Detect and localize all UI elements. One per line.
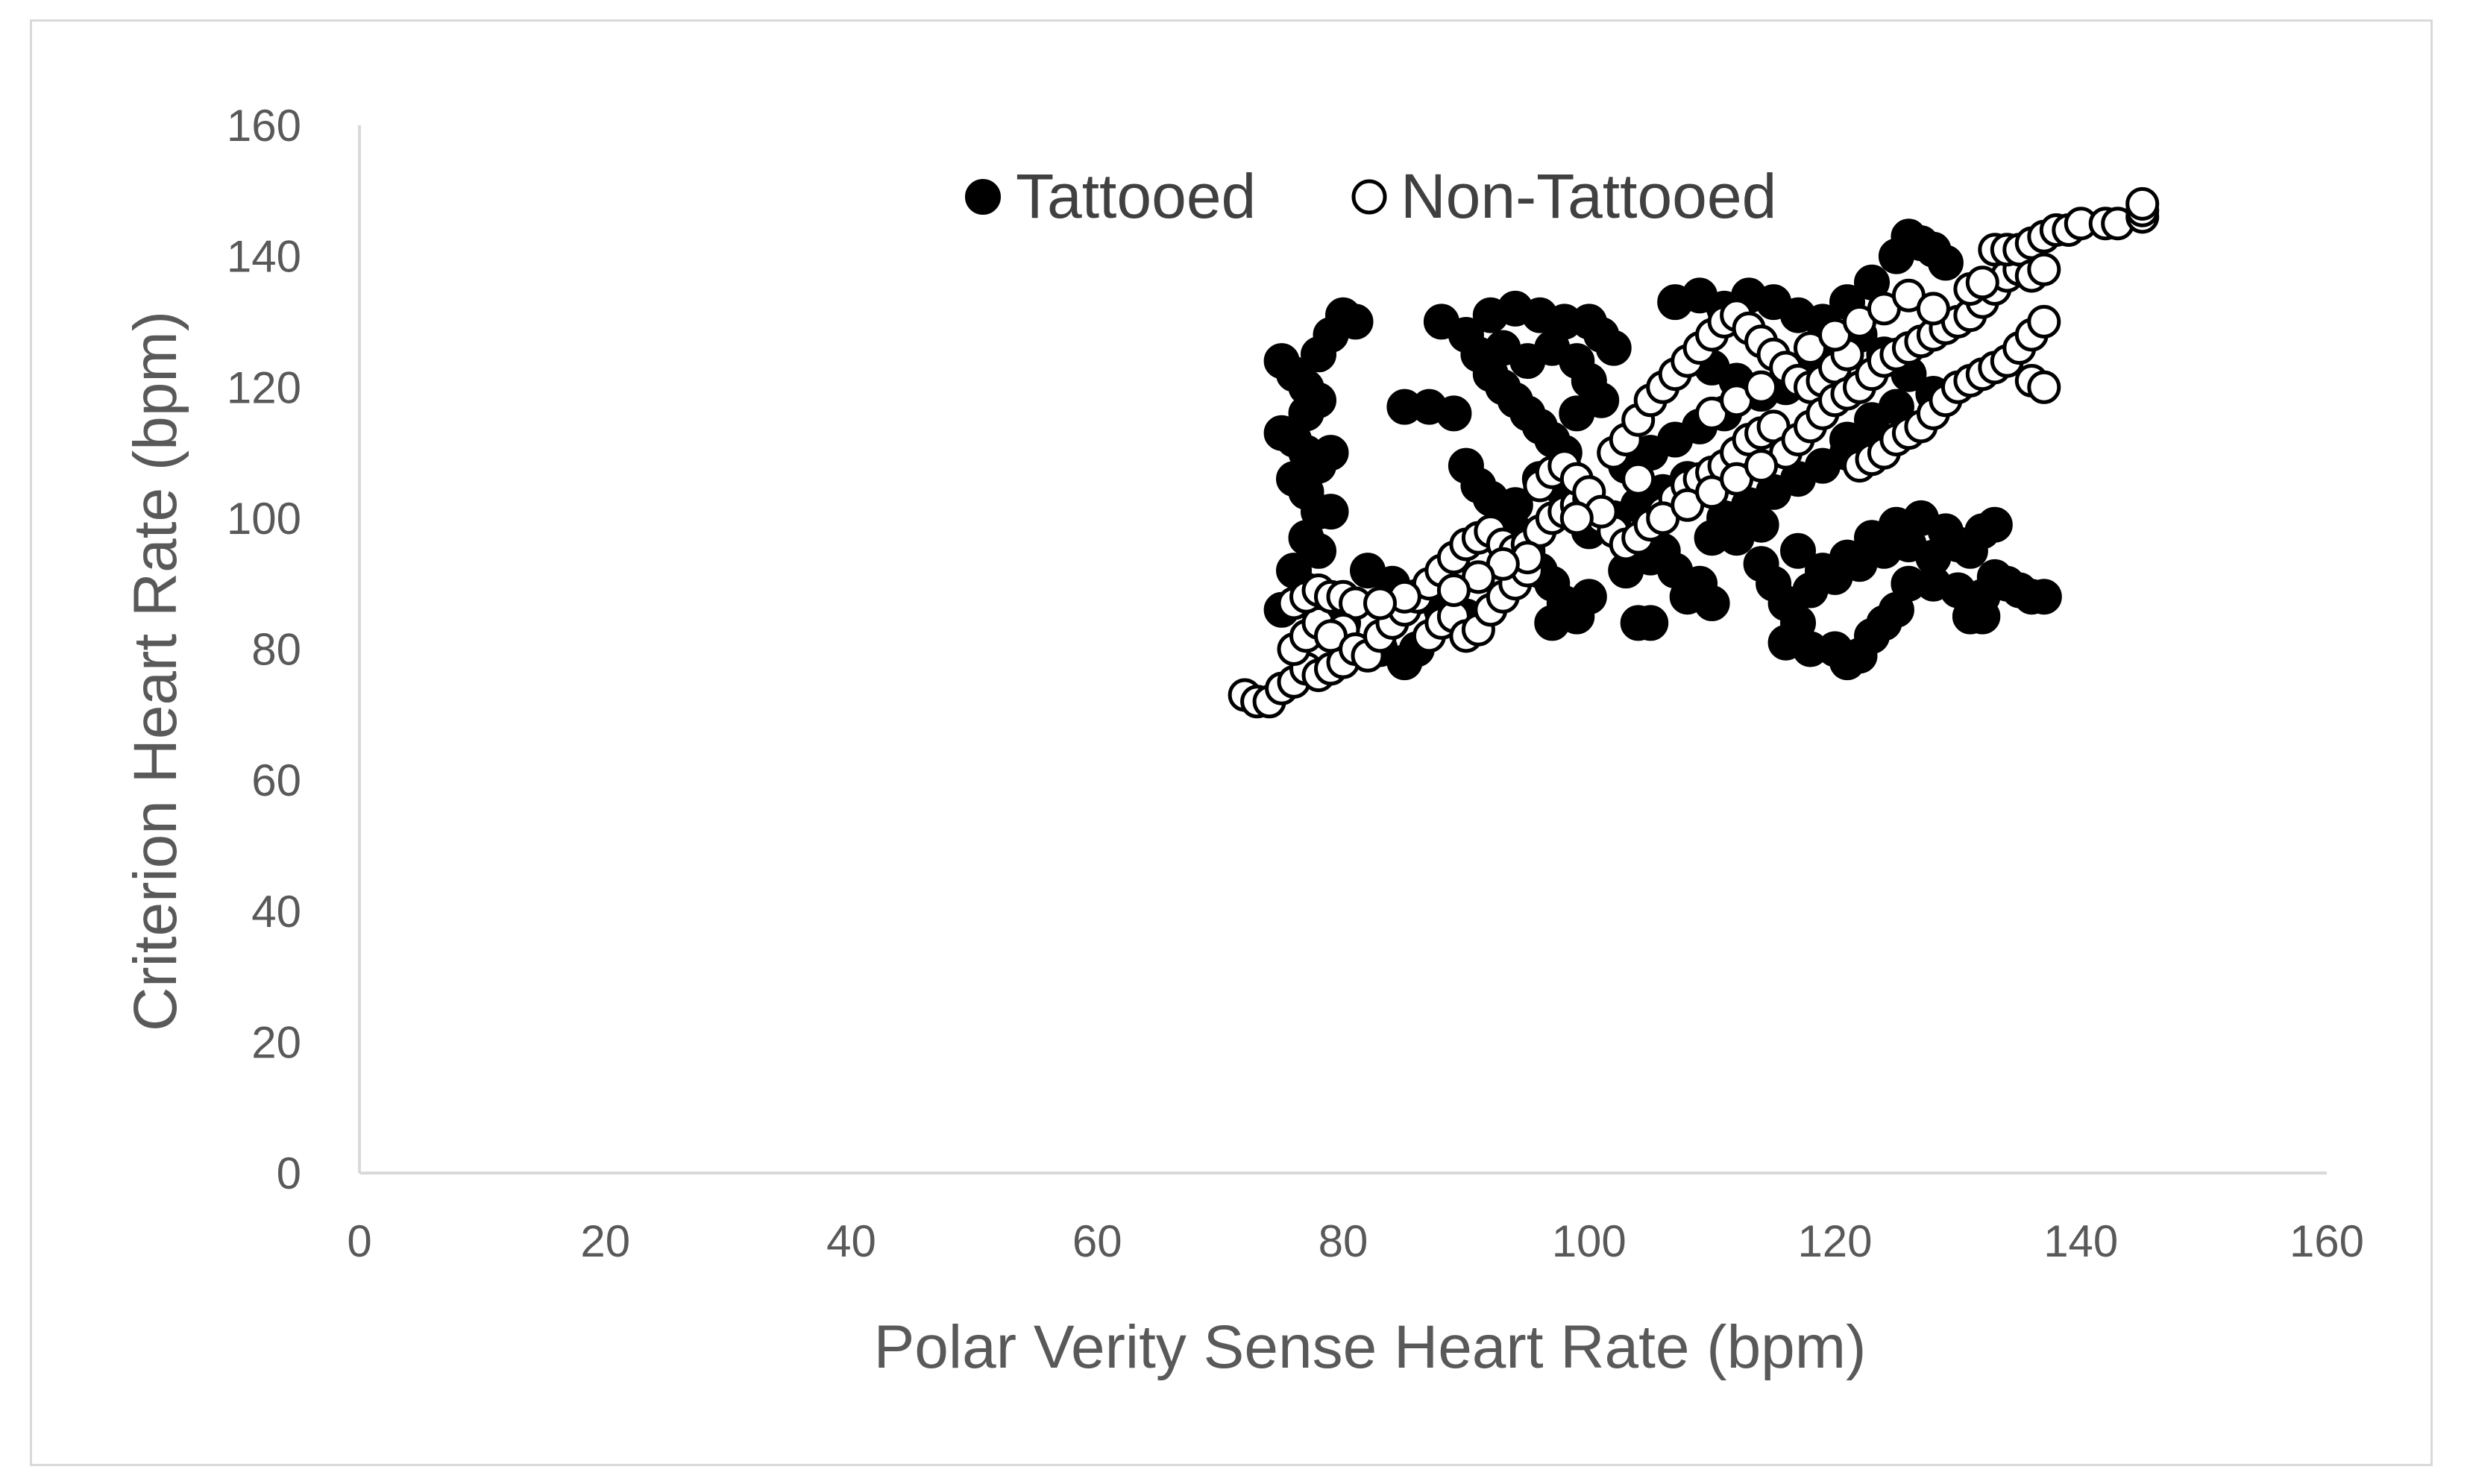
data-point-non-tattooed — [2125, 186, 2160, 221]
data-point-tattooed — [1313, 435, 1349, 471]
data-point-tattooed — [1276, 461, 1312, 497]
data-point-tattooed — [1976, 506, 2013, 543]
data-point-non-tattooed — [1965, 265, 1999, 300]
x-axis-title: Polar Verity Sense Heart Rate (bpm) — [874, 1313, 1867, 1381]
data-point-tattooed — [1436, 395, 1472, 432]
x-tick-label: 80 — [1319, 1216, 1368, 1266]
data-point-tattooed — [1288, 395, 1324, 432]
x-tick-label: 60 — [1072, 1216, 1122, 1266]
series-non-tattooed — [1228, 186, 2160, 719]
data-point-non-tattooed — [2027, 370, 2061, 404]
x-tick-label: 140 — [2043, 1216, 2118, 1266]
data-point-tattooed — [1780, 532, 1816, 569]
data-point-non-tattooed — [1621, 462, 1656, 496]
legend-marker-non-tattooed — [1351, 179, 1387, 215]
data-point-tattooed — [1927, 245, 1964, 281]
data-point-tattooed — [1263, 415, 1300, 451]
x-tick-label: 0 — [347, 1216, 371, 1266]
x-tick-label: 100 — [1552, 1216, 1627, 1266]
data-point-non-tattooed — [2027, 252, 2061, 286]
data-point-tattooed — [1571, 579, 1607, 615]
data-point-tattooed — [1313, 494, 1349, 530]
data-point-tattooed — [1534, 605, 1571, 641]
data-point-non-tattooed — [1436, 573, 1471, 607]
data-point-non-tattooed — [1744, 370, 1779, 404]
data-point-tattooed — [1497, 487, 1533, 524]
y-tick-label: 120 — [227, 362, 301, 412]
axes: 0 20 40 60 80 100 120 140 160 0 20 40 60 80 100 120 140 1… — [227, 101, 2364, 1266]
data-point-non-tattooed — [1744, 449, 1779, 483]
data-point-tattooed — [1337, 304, 1374, 340]
legend-marker-tattooed — [965, 179, 1001, 215]
x-tick-label: 120 — [1797, 1216, 1872, 1266]
y-tick-label: 20 — [251, 1017, 301, 1067]
x-tick-label: 160 — [2290, 1216, 2364, 1266]
legend-label-non-tattooed: Non-Tattooed — [1401, 161, 1776, 231]
data-point-tattooed — [1301, 532, 1336, 569]
data-point-non-tattooed — [2027, 304, 2061, 339]
data-point-tattooed — [2026, 579, 2062, 615]
legend: Tattooed Non-Tattooed — [965, 161, 1776, 231]
data-point-tattooed — [1669, 579, 1706, 615]
data-point-tattooed — [1301, 336, 1336, 373]
y-tick-label: 40 — [251, 887, 301, 937]
data-point-tattooed — [1915, 539, 1952, 576]
data-point-non-tattooed — [1916, 292, 1950, 326]
y-tick-label: 0 — [277, 1148, 301, 1198]
data-point-tattooed — [1595, 330, 1632, 366]
y-tick-label: 60 — [251, 755, 301, 805]
legend-label-tattooed: Tattooed — [1016, 161, 1256, 231]
data-point-non-tattooed — [1559, 501, 1594, 535]
data-point-tattooed — [1632, 605, 1669, 641]
data-point-tattooed — [1964, 598, 2001, 635]
y-tick-label: 100 — [227, 494, 301, 544]
points-layer — [1228, 186, 2160, 719]
y-tick-label: 140 — [227, 232, 301, 282]
data-point-tattooed — [1485, 330, 1521, 366]
x-tick-label: 20 — [580, 1216, 630, 1266]
data-point-non-tattooed — [1363, 586, 1397, 620]
data-point-tattooed — [1559, 395, 1595, 432]
y-tick-label: 80 — [251, 625, 301, 675]
y-tick-label: 160 — [227, 101, 301, 151]
x-tick-label: 40 — [826, 1216, 876, 1266]
y-axis-title: Criterion Heart Rate (bpm) — [122, 311, 189, 1031]
